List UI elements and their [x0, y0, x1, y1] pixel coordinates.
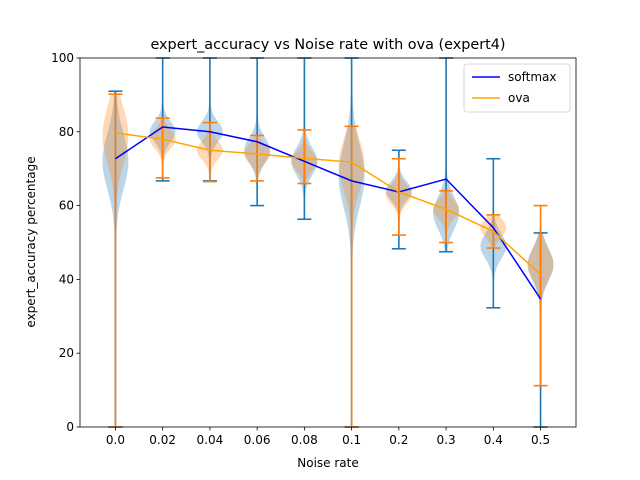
y-tick-label: 40 — [59, 272, 74, 286]
x-tick-label: 0.08 — [291, 433, 318, 447]
series-lines — [115, 126, 542, 300]
legend-label-ova: ova — [508, 91, 530, 105]
x-tick-label: 0.1 — [342, 433, 361, 447]
y-tick-label: 80 — [59, 125, 74, 139]
y-tick-label: 60 — [59, 199, 74, 213]
x-tick-label: 0.04 — [197, 433, 224, 447]
violins — [102, 57, 554, 428]
x-tick-label: 0.06 — [244, 433, 271, 447]
x-tick-label: 0.5 — [531, 433, 550, 447]
x-tick-label: 0.0 — [106, 433, 125, 447]
axes: 0 20 40 60 80 100 0.0 0.02 0.04 0.06 0.08 0.1 0.2 0.3… — [51, 51, 577, 447]
x-axis-label: Noise rate — [297, 456, 358, 470]
y-tick-label: 0 — [66, 420, 74, 434]
x-tick-label: 0.3 — [437, 433, 456, 447]
legend-label-softmax: softmax — [508, 70, 556, 84]
x-tick-label: 0.02 — [149, 433, 176, 447]
line-ova — [115, 132, 542, 276]
legend: softmax ova — [463, 63, 571, 113]
y-tick-label: 100 — [51, 51, 74, 65]
x-tick-label: 0.4 — [484, 433, 503, 447]
y-axis-label: expert_accuracy percentage — [24, 156, 38, 327]
x-tick-label: 0.2 — [389, 433, 408, 447]
chart-title: expert_accuracy vs Noise rate with ova (… — [150, 37, 505, 53]
line-softmax — [115, 126, 542, 300]
y-tick-label: 20 — [59, 346, 74, 360]
legend-box — [463, 63, 571, 113]
axes-frame — [79, 57, 577, 428]
